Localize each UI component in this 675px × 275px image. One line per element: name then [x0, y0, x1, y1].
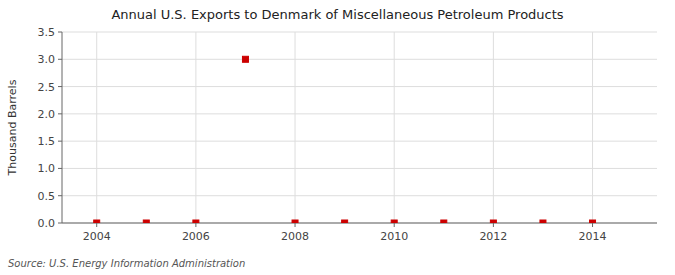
- axes: 0.0 0.5 1.0 1.5 2.0 2.5 3.0 3.5 2004 2006 2008 2010…: [38, 26, 658, 243]
- point: [143, 220, 149, 223]
- y-axis-line: [62, 32, 63, 223]
- tick-x: [493, 223, 494, 227]
- point: [441, 220, 447, 223]
- point: [242, 56, 248, 62]
- tick-y: [58, 113, 62, 114]
- grid-line-x: [592, 32, 593, 223]
- point: [391, 220, 397, 223]
- grid-line-y: [62, 168, 657, 169]
- tick-label-y: 0.5: [38, 190, 56, 203]
- tick-label-y: 0.0: [38, 217, 56, 230]
- tick-y: [58, 32, 62, 33]
- point: [540, 220, 546, 223]
- tick-label-y: 1.0: [38, 162, 56, 175]
- tick-label-x: 2004: [83, 230, 111, 243]
- tick-label-x: 2014: [579, 230, 607, 243]
- grid-line-y: [62, 223, 657, 224]
- tick-x: [394, 223, 395, 227]
- tick-x: [592, 223, 593, 227]
- grid-line-y: [62, 141, 657, 142]
- grid-line-x: [195, 32, 196, 223]
- grid-line-y: [62, 59, 657, 60]
- grid-line-x: [493, 32, 494, 223]
- tick-label-x: 2006: [182, 230, 210, 243]
- grid-line-y: [62, 86, 657, 87]
- y-axis-label: Thousand Barrels: [6, 79, 19, 176]
- tick-y: [58, 168, 62, 169]
- tick-x: [295, 223, 296, 227]
- grid: [62, 32, 657, 223]
- grid-line-x: [96, 32, 97, 223]
- tick-label-y: 1.5: [38, 135, 56, 148]
- grid-line-x: [295, 32, 296, 223]
- point: [193, 220, 199, 223]
- grid-line-y: [62, 32, 657, 33]
- tick-y: [58, 86, 62, 87]
- tick-y: [58, 223, 62, 224]
- tick-label-y: 2.0: [38, 108, 56, 121]
- point: [590, 220, 596, 223]
- tick-label-y: 3.5: [38, 26, 56, 39]
- grid-line-y: [62, 195, 657, 196]
- point: [94, 220, 100, 223]
- chart: 0.0 0.5 1.0 1.5 2.0 2.5 3.0 3.5 2004 2006 2008 2010…: [0, 0, 675, 275]
- point: [292, 220, 298, 223]
- tick-label-y: 3.0: [38, 53, 56, 66]
- tick-y: [58, 141, 62, 142]
- grid-line-x: [394, 32, 395, 223]
- title: Annual U.S. Exports to Denmark of Miscel…: [111, 7, 563, 22]
- point: [490, 220, 496, 223]
- tick-label-x: 2010: [380, 230, 408, 243]
- tick-label-y: 2.5: [38, 81, 56, 94]
- tick-label-x: 2008: [281, 230, 309, 243]
- grid-line-y: [62, 113, 657, 114]
- points: [94, 56, 596, 223]
- tick-x: [96, 223, 97, 227]
- tick-label-x: 2012: [479, 230, 507, 243]
- tick-y: [58, 59, 62, 60]
- tick-x: [195, 223, 196, 227]
- x-axis-line: [62, 223, 657, 224]
- source-note: Source: U.S. Energy Information Administ…: [8, 258, 245, 269]
- tick-y: [58, 195, 62, 196]
- point: [342, 220, 348, 223]
